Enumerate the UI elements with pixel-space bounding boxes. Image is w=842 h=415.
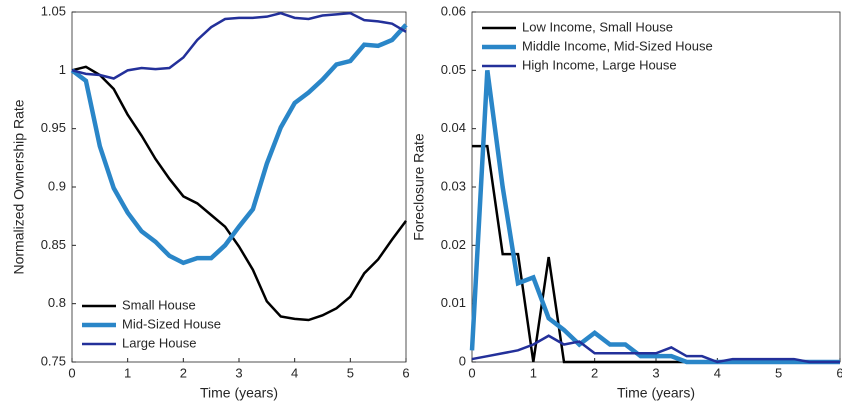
x-tick-label: 2 <box>591 365 598 380</box>
y-tick-label: 1 <box>59 62 66 77</box>
x-tick-label: 0 <box>468 365 475 380</box>
y-tick-label: 0.01 <box>441 295 466 310</box>
y-tick-label: 0.05 <box>441 62 466 77</box>
x-tick-label: 6 <box>836 365 842 380</box>
x-tick-label: 0 <box>68 365 75 380</box>
y-tick-label: 0.06 <box>441 3 466 18</box>
data-line <box>471 334 840 364</box>
legend-label: High Income, Large House <box>522 57 677 72</box>
x-tick-label: 1 <box>124 365 131 380</box>
y-tick-label: 0.02 <box>441 237 466 252</box>
x-tick-label: 2 <box>180 365 187 380</box>
legend-label: Mid-Sized House <box>122 316 221 331</box>
x-tick-label: 5 <box>775 365 782 380</box>
data-line <box>71 11 407 80</box>
y-tick-label: 0.85 <box>41 237 66 252</box>
x-tick-label: 1 <box>530 365 537 380</box>
y-tick-label: 0.04 <box>441 120 466 135</box>
data-line <box>71 65 408 322</box>
legend-label: Middle Income, Mid-Sized House <box>522 38 713 53</box>
x-axis-label: Time (years) <box>617 385 695 401</box>
x-axis-label: Time (years) <box>200 385 278 401</box>
y-tick-label: 0.75 <box>41 353 66 368</box>
x-tick-label: 3 <box>235 365 242 380</box>
y-tick-label: 0 <box>459 353 466 368</box>
y-tick-label: 0.8 <box>48 295 66 310</box>
legend-label: Large House <box>122 335 196 350</box>
legend-label: Small House <box>122 297 196 312</box>
legend-label: Low Income, Small House <box>522 19 673 34</box>
x-tick-label: 5 <box>347 365 354 380</box>
y-tick-label: 0.9 <box>48 178 66 193</box>
data-line <box>469 70 840 365</box>
y-tick-label: 0.95 <box>41 120 66 135</box>
y-axis-label: Normalized Ownership Rate <box>11 99 27 274</box>
x-tick-label: 4 <box>714 365 721 380</box>
y-tick-label: 0.03 <box>441 178 466 193</box>
x-tick-label: 6 <box>402 365 409 380</box>
data-line <box>70 23 408 266</box>
x-tick-label: 4 <box>291 365 298 380</box>
x-tick-label: 3 <box>652 365 659 380</box>
y-tick-label: 1.05 <box>41 3 66 18</box>
plot-area <box>471 11 841 363</box>
y-axis-label: Foreclosure Rate <box>411 133 427 241</box>
